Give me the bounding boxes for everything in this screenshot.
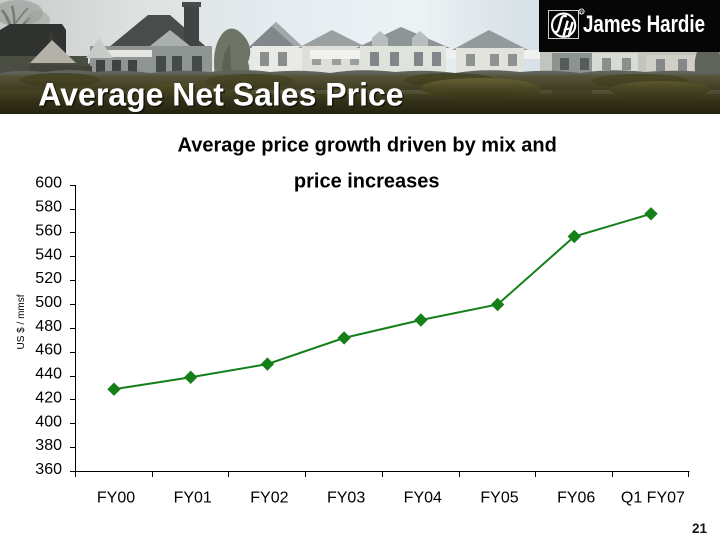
svg-text:Average price growth driven by: Average price growth driven by mix and	[178, 135, 557, 157]
svg-text:US $ / mmsf: US $ / mmsf	[16, 294, 27, 349]
svg-text:Average Net Sales Price: Average Net Sales Price	[38, 77, 403, 113]
svg-text:FY02: FY02	[250, 490, 288, 507]
svg-text:FY03: FY03	[327, 490, 365, 507]
svg-text:Q1 FY07: Q1 FY07	[621, 490, 685, 507]
svg-text:420: 420	[35, 389, 62, 406]
svg-text:400: 400	[35, 413, 62, 430]
svg-text:21: 21	[692, 521, 708, 536]
svg-text:price increases: price increases	[294, 171, 440, 193]
svg-text:380: 380	[35, 437, 62, 454]
svg-text:580: 580	[35, 199, 62, 216]
svg-text:FY05: FY05	[480, 490, 518, 507]
svg-text:FY00: FY00	[97, 490, 135, 507]
svg-text:500: 500	[35, 294, 62, 311]
svg-text:520: 520	[35, 270, 62, 287]
svg-text:FY04: FY04	[404, 490, 442, 507]
svg-text:440: 440	[35, 366, 62, 383]
svg-text:560: 560	[35, 222, 62, 239]
svg-text:FY06: FY06	[557, 490, 595, 507]
svg-text:Average Net Sales Price: Average Net Sales Price	[40, 78, 405, 114]
svg-text:460: 460	[35, 342, 62, 359]
svg-text:360: 360	[35, 461, 62, 478]
svg-text:480: 480	[35, 318, 62, 335]
svg-text:FY01: FY01	[174, 490, 212, 507]
svg-text:600: 600	[35, 175, 62, 192]
svg-text:540: 540	[35, 246, 62, 263]
svg-text:James Hardie: James Hardie	[583, 11, 705, 38]
svg-text:R: R	[580, 9, 584, 14]
